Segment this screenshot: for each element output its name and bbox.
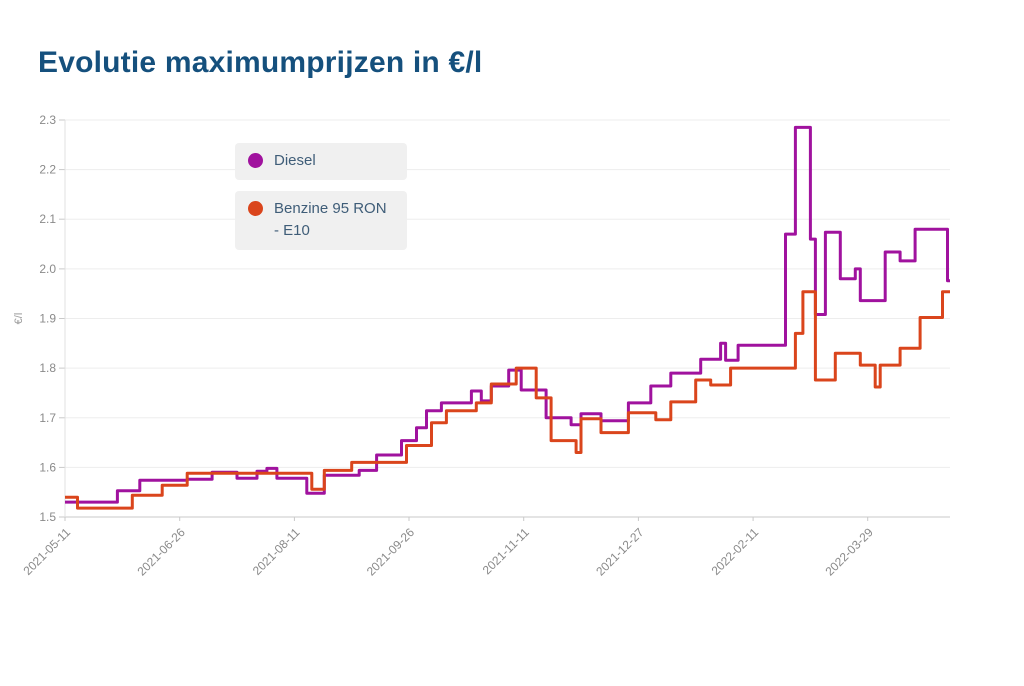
page-title: Evolutie maximumprijzen in €/l — [38, 46, 483, 79]
benzine-legend-marker-icon — [248, 200, 263, 216]
x-tick-label: 2021-06-26 — [135, 525, 189, 579]
legend-label-diesel: Diesel — [274, 152, 316, 169]
y-tick-label: 1.7 — [39, 411, 56, 425]
x-tick-label: 2022-03-29 — [823, 525, 877, 579]
diesel-legend-marker-icon — [248, 153, 263, 168]
x-tick-label: 2021-09-26 — [364, 525, 418, 579]
y-tick-label: 1.9 — [39, 312, 56, 326]
legend: Diesel Benzine 95 RON - E10 — [235, 143, 407, 250]
legend-label-benzine-95-ron-e10: Benzine 95 RON - E10 — [274, 199, 387, 240]
y-tick-label: 1.8 — [39, 361, 56, 375]
y-tick-label: 1.6 — [39, 460, 56, 474]
y-tick-label: 2.0 — [39, 262, 56, 276]
x-tick-label: 2021-11-11 — [480, 525, 532, 577]
x-tick-label: 2021-12-27 — [593, 525, 647, 579]
y-tick-label: 2.3 — [39, 113, 56, 127]
x-tick-label: 2021-08-11 — [250, 525, 303, 578]
x-tick-label: 2022-02-11 — [709, 525, 762, 578]
y-tick-label: 1.5 — [39, 510, 56, 524]
series-line-diesel — [65, 125, 950, 504]
y-axis-title: €/l — [13, 313, 25, 325]
legend-item-benzine-95-ron-e10[interactable]: Benzine 95 RON - E10 — [235, 190, 407, 250]
y-tick-label: 2.2 — [39, 163, 56, 177]
x-tick-label: 2021-05-11 — [20, 525, 73, 578]
y-tick-label: 2.1 — [39, 212, 56, 226]
series-line-benzine-95-ron-e10 — [65, 290, 950, 510]
legend-item-diesel[interactable]: Diesel — [235, 143, 407, 180]
